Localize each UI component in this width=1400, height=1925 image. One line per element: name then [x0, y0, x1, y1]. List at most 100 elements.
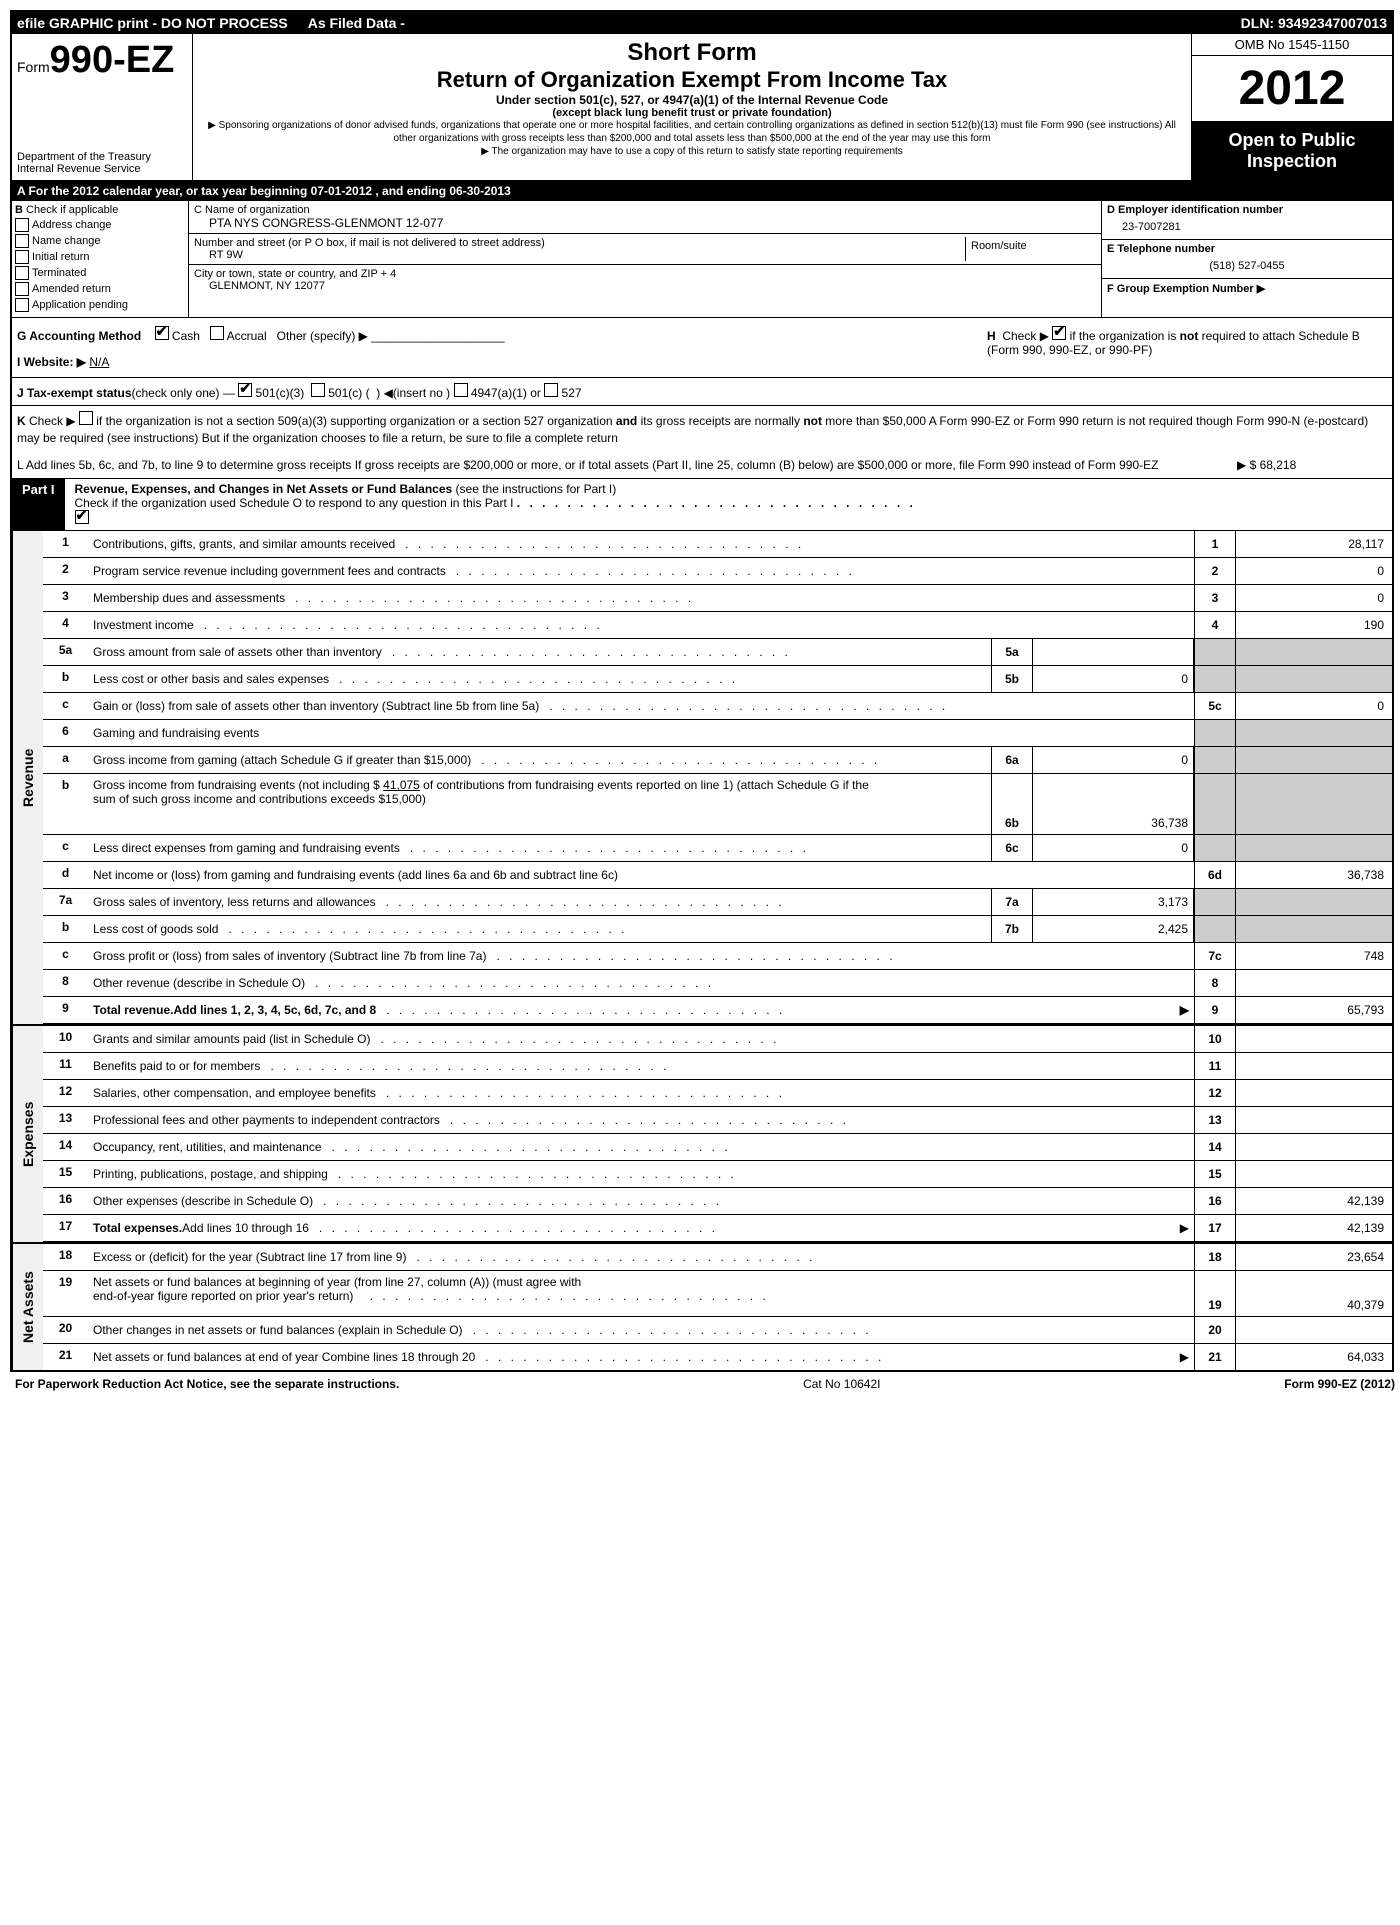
sub-val: 2,425: [1033, 916, 1194, 942]
line-num: 16: [43, 1188, 88, 1214]
end-num: 6d: [1194, 862, 1235, 888]
line-19: 19 Net assets or fund balances at beginn…: [43, 1271, 1392, 1317]
checkbox-address-change[interactable]: Address change: [15, 218, 185, 232]
checkbox-4947[interactable]: [454, 383, 468, 397]
phone-cell: E Telephone number (518) 527-0455: [1102, 240, 1392, 279]
room-suite-label: Room/suite: [965, 237, 1096, 261]
end-num: 15: [1194, 1161, 1235, 1187]
side-label-netassets: Net Assets: [12, 1244, 43, 1370]
footer-right: Form 990-EZ (2012): [1284, 1377, 1395, 1391]
desc-text: Gross income from gaming (attach Schedul…: [93, 753, 471, 767]
checkbox-part1[interactable]: [75, 510, 89, 524]
open-public-1: Open to Public: [1192, 130, 1392, 151]
sub-val: 36,738: [1033, 774, 1194, 834]
label-accrual: Accrual: [227, 329, 267, 343]
line-20: 20 Other changes in net assets or fund b…: [43, 1317, 1392, 1344]
checkbox-k[interactable]: [79, 411, 93, 425]
line-6: 6 Gaming and fundraising events: [43, 720, 1392, 747]
header-right: OMB No 1545-1150 2012 Open to Public Ins…: [1191, 34, 1392, 180]
line-1: 1 Contributions, gifts, grants, and simi…: [43, 531, 1392, 558]
end-num: 13: [1194, 1107, 1235, 1133]
end-num-shaded: [1194, 666, 1235, 692]
sub-box: 7a: [991, 889, 1033, 915]
line-num: 2: [43, 558, 88, 584]
end-val: [1235, 1161, 1392, 1187]
street-value: RT 9W: [194, 249, 965, 261]
row-l-text: L Add lines 5b, 6c, and 7b, to line 9 to…: [17, 457, 1227, 474]
label-application-pending: Application pending: [32, 299, 128, 311]
end-val-shaded: [1235, 835, 1392, 861]
end-val: 0: [1235, 558, 1392, 584]
org-name-label: C Name of organization: [194, 204, 1096, 216]
checkbox-amended-return[interactable]: Amended return: [15, 282, 185, 296]
desc-text: Other changes in net assets or fund bala…: [93, 1323, 463, 1337]
checkbox-initial-return[interactable]: Initial return: [15, 250, 185, 264]
line-desc: Gross amount from sale of assets other t…: [88, 639, 991, 665]
sub-val: 0: [1033, 747, 1194, 773]
website-label: I Website: ▶: [17, 355, 86, 369]
line-desc: Net assets or fund balances at beginning…: [88, 1271, 1194, 1316]
ein-cell: D Employer identification number 23-7007…: [1102, 201, 1392, 240]
end-val: 28,117: [1235, 531, 1392, 557]
form-number-value: 990-EZ: [50, 39, 175, 81]
instructions-2: ▶ The organization may have to use a cop…: [198, 145, 1186, 158]
checkbox-accrual[interactable]: [210, 326, 224, 340]
open-public: Open to Public Inspection: [1192, 122, 1392, 180]
dept-line1: Department of the Treasury: [17, 151, 187, 163]
desc-text: Gross profit or (loss) from sales of inv…: [93, 949, 486, 963]
checkbox-application-pending[interactable]: Application pending: [15, 298, 185, 312]
checkbox-terminated[interactable]: Terminated: [15, 266, 185, 280]
checkbox-name-change[interactable]: Name change: [15, 234, 185, 248]
group-exemption-cell: F Group Exemption Number ▶: [1102, 279, 1392, 317]
checkbox-501c3[interactable]: [238, 383, 252, 397]
sub-box: 7b: [991, 916, 1033, 942]
topbar-left: efile GRAPHIC print - DO NOT PROCESS: [17, 15, 288, 31]
main-title: Return of Organization Exempt From Incom…: [198, 67, 1186, 93]
desc-text: Other revenue (describe in Schedule O): [93, 976, 305, 990]
end-val: 42,139: [1235, 1188, 1392, 1214]
line-num: 20: [43, 1317, 88, 1343]
label-initial-return: Initial return: [32, 251, 89, 263]
end-num: 4: [1194, 612, 1235, 638]
end-num: 7c: [1194, 943, 1235, 969]
row-k: K Check ▶ if the organization is not a s…: [12, 406, 1392, 452]
sub-val: 3,173: [1033, 889, 1194, 915]
desc-text: Net income or (loss) from gaming and fun…: [93, 868, 618, 882]
expenses-section: Expenses 10 Grants and similar amounts p…: [12, 1024, 1392, 1242]
sub-box: 5b: [991, 666, 1033, 692]
part1-title: Revenue, Expenses, and Changes in Net As…: [75, 482, 453, 496]
sub-box: 5a: [991, 639, 1033, 665]
end-num-shaded: [1194, 774, 1235, 834]
end-val: 748: [1235, 943, 1392, 969]
line-num: 18: [43, 1244, 88, 1270]
checkbox-cash[interactable]: [155, 326, 169, 340]
checkbox-icon: [15, 266, 29, 280]
line-desc: Gaming and fundraising events: [88, 720, 1194, 746]
line-desc: Gain or (loss) from sale of assets other…: [88, 693, 1194, 719]
omb-number: OMB No 1545-1150: [1192, 34, 1392, 56]
line-desc: Net income or (loss) from gaming and fun…: [88, 862, 1194, 888]
end-val: [1235, 1026, 1392, 1052]
checkbox-501c[interactable]: [311, 383, 325, 397]
desc-text: Gross amount from sale of assets other t…: [93, 645, 382, 659]
accounting-method-label: G Accounting Method: [17, 329, 141, 343]
sub-val: 0: [1033, 666, 1194, 692]
row-l-amount: ▶ $ 68,218: [1227, 457, 1387, 474]
end-num: 5c: [1194, 693, 1235, 719]
sub-box: 6a: [991, 747, 1033, 773]
line-desc: Other revenue (describe in Schedule O): [88, 970, 1194, 996]
end-num-shaded: [1194, 639, 1235, 665]
sub-val: 0: [1033, 835, 1194, 861]
expenses-table: 10 Grants and similar amounts paid (list…: [43, 1026, 1392, 1242]
checkbox-h[interactable]: [1052, 326, 1066, 340]
org-name-row: C Name of organization PTA NYS CONGRESS-…: [189, 201, 1101, 234]
end-num-shaded: [1194, 720, 1235, 746]
end-val-shaded: [1235, 916, 1392, 942]
footer: For Paperwork Reduction Act Notice, see …: [10, 1372, 1400, 1396]
header-row: Form990-EZ Department of the Treasury In…: [12, 34, 1392, 181]
desc-text: Occupancy, rent, utilities, and maintena…: [93, 1140, 322, 1154]
side-label-expenses: Expenses: [12, 1026, 43, 1242]
checkbox-527[interactable]: [544, 383, 558, 397]
desc-text: Less cost or other basis and sales expen…: [93, 672, 329, 686]
line-num: 21: [43, 1344, 88, 1370]
